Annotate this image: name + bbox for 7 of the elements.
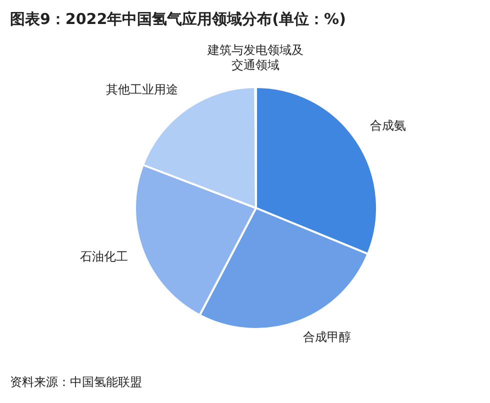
slice-label: 建筑与发电领域及交通领域 — [206, 43, 304, 72]
slice-label: 合成氨 — [370, 118, 406, 133]
slice-label: 合成甲醇 — [302, 330, 351, 344]
slice-label: 石油化工 — [80, 249, 128, 264]
text: 资料来源：中国氢能联盟 — [10, 375, 142, 389]
slice-label: 其他工业用途 — [106, 82, 178, 96]
chart-title: 图表9：2022年中国氢气应用领域分布(单位：%) — [10, 10, 346, 28]
